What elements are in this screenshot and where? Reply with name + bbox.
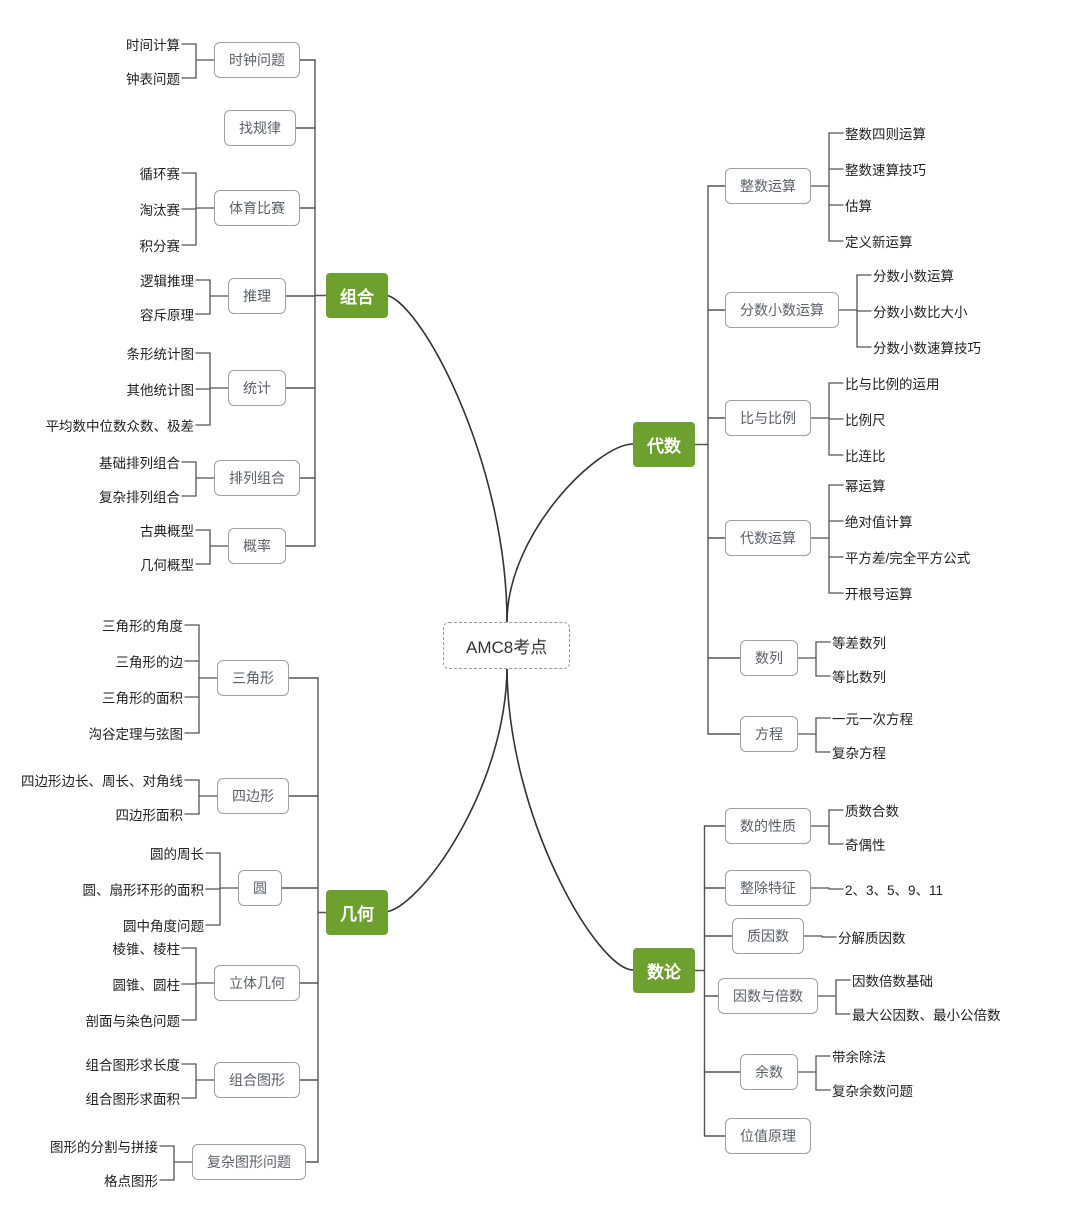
leaf: 三角形的角度 [102, 615, 183, 635]
sub-stats: 统计 [228, 370, 286, 406]
leaf: 估算 [845, 195, 872, 215]
leaf: 复杂余数问题 [832, 1080, 913, 1100]
leaf: 基础排列组合 [99, 452, 180, 472]
leaf: 质数合数 [845, 800, 899, 820]
leaf: 四边形边长、周长、对角线 [21, 770, 183, 790]
sub-clock: 时钟问题 [214, 42, 300, 78]
leaf: 整数四则运算 [845, 123, 926, 143]
sub-tri: 三角形 [217, 660, 289, 696]
leaf: 圆、扇形环形的面积 [83, 879, 205, 899]
root-node: AMC8考点 [443, 622, 570, 669]
sub-algop: 代数运算 [725, 520, 811, 556]
branch-number: 数论 [633, 948, 695, 993]
leaf: 等比数列 [832, 666, 886, 686]
leaf: 带余除法 [832, 1046, 886, 1066]
leaf: 比与比例的运用 [845, 373, 940, 393]
leaf: 古典概型 [140, 520, 194, 540]
leaf: 分解质因数 [838, 927, 906, 947]
leaf: 圆中角度问题 [123, 915, 204, 935]
sub-natprop: 数的性质 [725, 808, 811, 844]
sub-solid: 立体几何 [214, 965, 300, 1001]
sub-perm: 排列组合 [214, 460, 300, 496]
sub-div: 整除特征 [725, 870, 811, 906]
leaf: 平均数中位数众数、极差 [46, 415, 195, 435]
leaf: 最大公因数、最小公倍数 [852, 1004, 1001, 1024]
leaf: 三角形的边 [116, 651, 184, 671]
sub-rem: 余数 [740, 1054, 798, 1090]
leaf: 三角形的面积 [102, 687, 183, 707]
leaf: 积分赛 [140, 235, 181, 255]
leaf: 奇偶性 [845, 834, 886, 854]
sub-ratio: 比与比例 [725, 400, 811, 436]
leaf: 复杂方程 [832, 742, 886, 762]
leaf: 四边形面积 [116, 804, 184, 824]
sub-complex: 复杂图形问题 [192, 1144, 306, 1180]
leaf: 分数小数比大小 [873, 301, 968, 321]
leaf: 剖面与染色问题 [86, 1010, 181, 1030]
sub-prime: 质因数 [732, 918, 804, 954]
sub-place: 位值原理 [725, 1118, 811, 1154]
leaf: 沟谷定理与弦图 [89, 723, 184, 743]
leaf: 绝对值计算 [845, 511, 913, 531]
sub-compfig: 组合图形 [214, 1062, 300, 1098]
leaf: 因数倍数基础 [852, 970, 933, 990]
sub-eqn: 方程 [740, 716, 798, 752]
leaf: 图形的分割与拼接 [50, 1136, 158, 1156]
leaf: 分数小数运算 [873, 265, 954, 285]
sub-quad: 四边形 [217, 778, 289, 814]
leaf: 时间计算 [126, 34, 180, 54]
leaf: 比例尺 [845, 409, 886, 429]
sub-factor: 因数与倍数 [718, 978, 818, 1014]
leaf: 组合图形求长度 [86, 1054, 181, 1074]
leaf: 钟表问题 [126, 68, 180, 88]
leaf: 圆的周长 [150, 843, 204, 863]
leaf: 一元一次方程 [832, 708, 913, 728]
leaf: 平方差/完全平方公式 [845, 547, 970, 567]
leaf: 容斥原理 [140, 304, 194, 324]
leaf: 整数速算技巧 [845, 159, 926, 179]
sub-pattern: 找规律 [224, 110, 296, 146]
leaf: 循环赛 [140, 163, 181, 183]
leaf: 等差数列 [832, 632, 886, 652]
branch-algebra: 代数 [633, 422, 695, 467]
leaf: 定义新运算 [845, 231, 913, 251]
leaf: 几何概型 [140, 554, 194, 574]
sub-circle: 圆 [238, 870, 282, 906]
leaf: 圆锥、圆柱 [113, 974, 181, 994]
leaf: 2、3、5、9、11 [845, 879, 943, 899]
leaf: 逻辑推理 [140, 270, 194, 290]
sub-reason: 推理 [228, 278, 286, 314]
leaf: 其他统计图 [127, 379, 195, 399]
branch-geom: 几何 [326, 890, 388, 935]
branch-combo: 组合 [326, 273, 388, 318]
leaf: 分数小数速算技巧 [873, 337, 981, 357]
sub-sport: 体育比赛 [214, 190, 300, 226]
leaf: 格点图形 [104, 1170, 158, 1190]
sub-prob: 概率 [228, 528, 286, 564]
leaf: 开根号运算 [845, 583, 913, 603]
leaf: 条形统计图 [127, 343, 195, 363]
sub-intop: 整数运算 [725, 168, 811, 204]
leaf: 棱锥、棱柱 [113, 938, 181, 958]
sub-fracop: 分数小数运算 [725, 292, 839, 328]
leaf: 幂运算 [845, 475, 886, 495]
leaf: 组合图形求面积 [86, 1088, 181, 1108]
sub-seq: 数列 [740, 640, 798, 676]
leaf: 复杂排列组合 [99, 486, 180, 506]
leaf: 比连比 [845, 445, 886, 465]
leaf: 淘汰赛 [140, 199, 181, 219]
